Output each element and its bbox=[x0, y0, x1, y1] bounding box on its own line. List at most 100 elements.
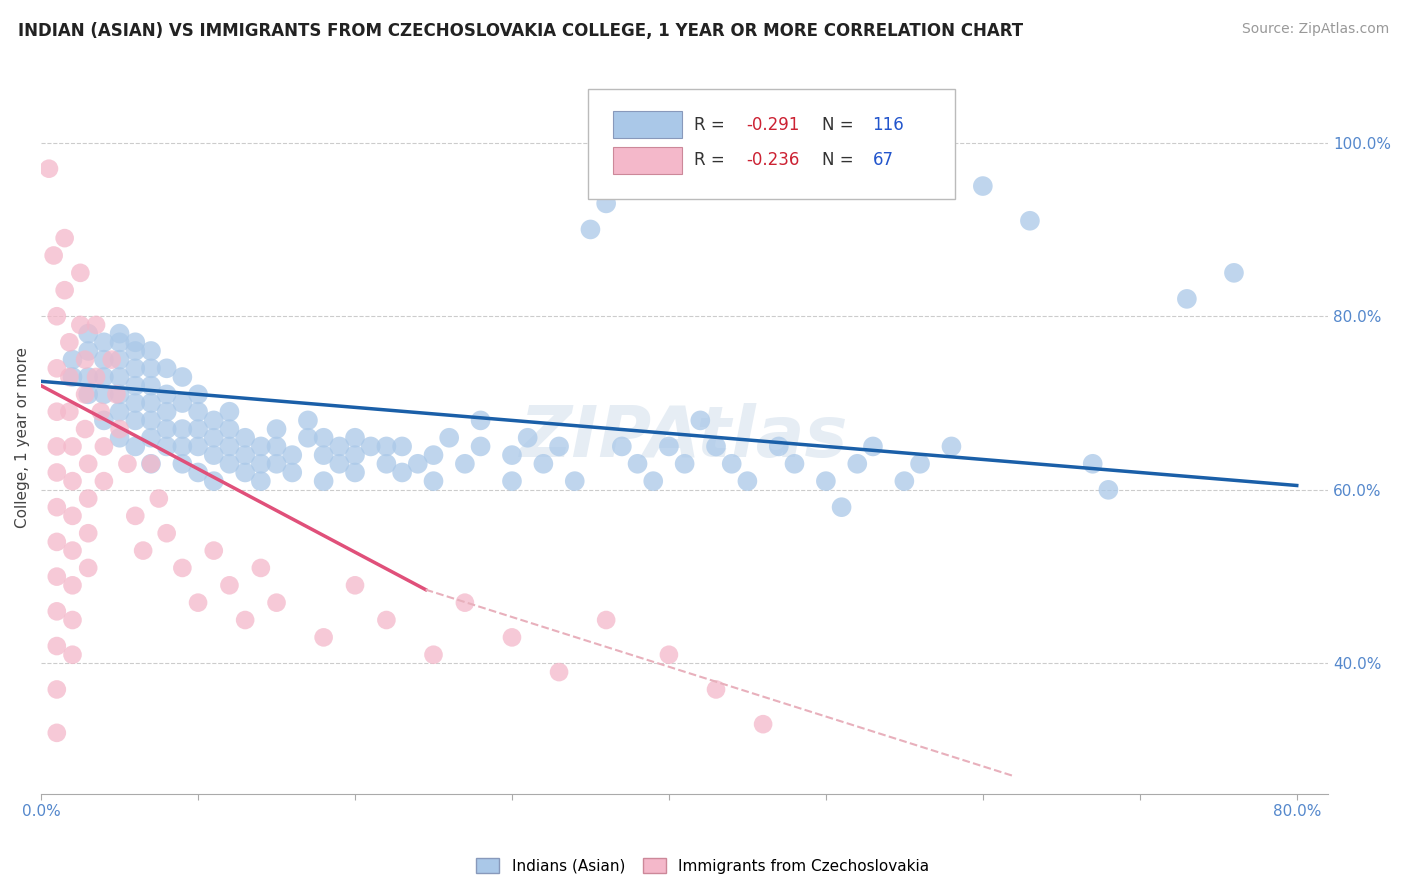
Point bbox=[139, 431, 162, 445]
Point bbox=[77, 491, 100, 506]
Point bbox=[90, 405, 112, 419]
Point bbox=[77, 343, 100, 358]
Point bbox=[375, 613, 398, 627]
Point bbox=[595, 196, 617, 211]
Point bbox=[344, 448, 367, 462]
Point bbox=[250, 439, 273, 453]
Point bbox=[501, 448, 523, 462]
Point bbox=[218, 439, 240, 453]
Point bbox=[250, 474, 273, 488]
Point bbox=[297, 431, 319, 445]
Point bbox=[156, 422, 179, 436]
Point bbox=[908, 457, 931, 471]
Point bbox=[704, 439, 727, 453]
Point bbox=[202, 431, 225, 445]
Point bbox=[93, 439, 115, 453]
Point bbox=[548, 439, 571, 453]
Point bbox=[45, 361, 67, 376]
Point bbox=[93, 474, 115, 488]
Point bbox=[100, 352, 122, 367]
Point bbox=[501, 631, 523, 645]
Point bbox=[124, 361, 146, 376]
Point bbox=[108, 326, 131, 341]
FancyBboxPatch shape bbox=[588, 89, 955, 199]
Point bbox=[187, 439, 209, 453]
Point bbox=[972, 179, 994, 194]
Point bbox=[297, 413, 319, 427]
Point bbox=[391, 466, 413, 480]
Point bbox=[187, 387, 209, 401]
Point bbox=[53, 231, 76, 245]
Point bbox=[846, 457, 869, 471]
Point bbox=[62, 508, 84, 523]
Point bbox=[124, 335, 146, 350]
Point bbox=[172, 439, 194, 453]
Point bbox=[266, 596, 288, 610]
Point bbox=[93, 352, 115, 367]
Point bbox=[202, 413, 225, 427]
Point bbox=[84, 318, 107, 332]
Text: R =: R = bbox=[693, 116, 724, 134]
Point bbox=[45, 569, 67, 583]
Point bbox=[626, 457, 648, 471]
Point bbox=[77, 326, 100, 341]
Point bbox=[156, 387, 179, 401]
Point bbox=[831, 500, 853, 515]
Point bbox=[77, 526, 100, 541]
Point bbox=[93, 370, 115, 384]
Point bbox=[45, 726, 67, 740]
Point bbox=[62, 578, 84, 592]
Point bbox=[406, 457, 429, 471]
Text: -0.291: -0.291 bbox=[747, 116, 800, 134]
Point bbox=[579, 222, 602, 236]
Point bbox=[595, 613, 617, 627]
Point bbox=[62, 613, 84, 627]
Point bbox=[202, 448, 225, 462]
Point bbox=[58, 335, 80, 350]
Point bbox=[344, 578, 367, 592]
Text: ZIPAtlas: ZIPAtlas bbox=[520, 403, 849, 472]
Point bbox=[202, 543, 225, 558]
Point bbox=[124, 439, 146, 453]
Point bbox=[422, 474, 444, 488]
Point bbox=[1097, 483, 1119, 497]
Point bbox=[139, 396, 162, 410]
Point bbox=[45, 439, 67, 453]
Point bbox=[312, 631, 335, 645]
Point bbox=[124, 343, 146, 358]
Point bbox=[610, 439, 633, 453]
Point bbox=[720, 457, 742, 471]
Point bbox=[156, 405, 179, 419]
Point bbox=[187, 596, 209, 610]
Text: N =: N = bbox=[823, 116, 853, 134]
Point bbox=[139, 413, 162, 427]
Point bbox=[344, 466, 367, 480]
Point bbox=[108, 335, 131, 350]
Point bbox=[148, 491, 170, 506]
Point bbox=[77, 387, 100, 401]
Point bbox=[156, 361, 179, 376]
Text: Source: ZipAtlas.com: Source: ZipAtlas.com bbox=[1241, 22, 1389, 37]
Point bbox=[375, 457, 398, 471]
Point bbox=[689, 413, 711, 427]
Point bbox=[93, 387, 115, 401]
Point bbox=[124, 378, 146, 392]
Point bbox=[45, 466, 67, 480]
Point bbox=[202, 474, 225, 488]
Point bbox=[658, 439, 681, 453]
Point bbox=[281, 466, 304, 480]
Point bbox=[45, 310, 67, 324]
Point bbox=[704, 682, 727, 697]
Point bbox=[783, 457, 806, 471]
Point bbox=[124, 413, 146, 427]
Point bbox=[73, 387, 96, 401]
Point bbox=[454, 596, 477, 610]
Point bbox=[250, 457, 273, 471]
Point bbox=[312, 474, 335, 488]
Point bbox=[862, 439, 884, 453]
Point bbox=[132, 543, 155, 558]
Point bbox=[139, 361, 162, 376]
Point bbox=[108, 431, 131, 445]
Y-axis label: College, 1 year or more: College, 1 year or more bbox=[15, 347, 30, 528]
Point bbox=[62, 370, 84, 384]
